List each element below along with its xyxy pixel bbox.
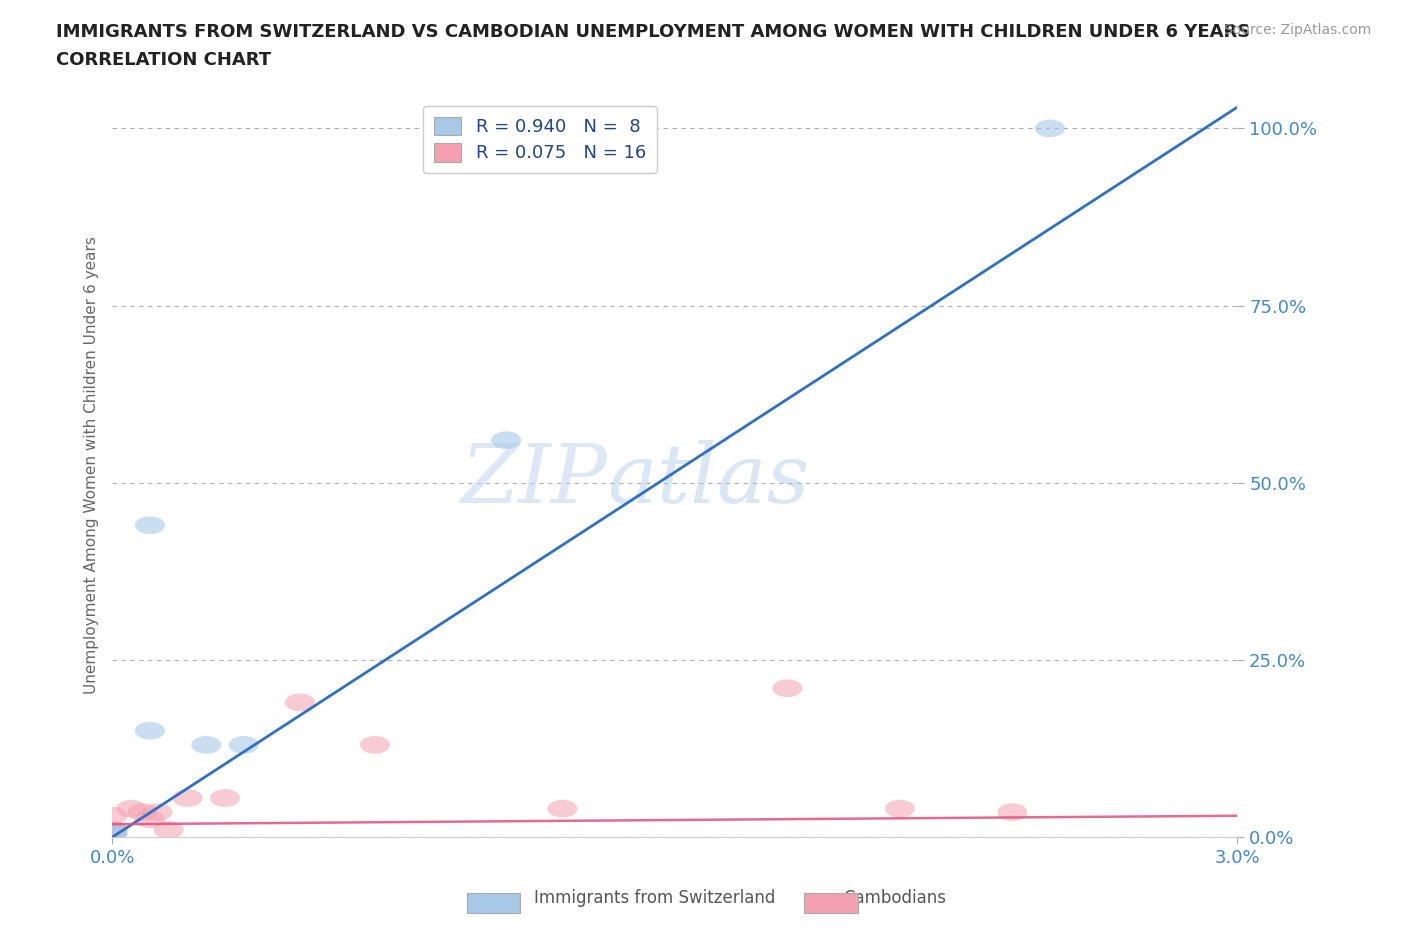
Ellipse shape: [97, 821, 128, 839]
Ellipse shape: [1035, 120, 1064, 138]
Ellipse shape: [547, 800, 578, 817]
Ellipse shape: [285, 694, 315, 711]
Text: ZIP: ZIP: [461, 440, 607, 520]
Ellipse shape: [135, 722, 165, 739]
Ellipse shape: [135, 516, 165, 534]
Ellipse shape: [97, 807, 128, 825]
Text: Immigrants from Switzerland: Immigrants from Switzerland: [534, 889, 776, 907]
Text: Cambodians: Cambodians: [844, 889, 946, 907]
Text: CORRELATION CHART: CORRELATION CHART: [56, 51, 271, 69]
Y-axis label: Unemployment Among Women with Children Under 6 years: Unemployment Among Women with Children U…: [83, 236, 98, 694]
Ellipse shape: [153, 821, 184, 839]
Ellipse shape: [997, 804, 1028, 821]
Ellipse shape: [142, 804, 173, 821]
Ellipse shape: [135, 810, 165, 828]
Ellipse shape: [884, 800, 915, 817]
Ellipse shape: [97, 825, 128, 843]
Ellipse shape: [360, 736, 389, 753]
Ellipse shape: [128, 804, 157, 821]
Legend: R = 0.940   N =  8, R = 0.075   N = 16: R = 0.940 N = 8, R = 0.075 N = 16: [423, 106, 657, 173]
Ellipse shape: [491, 432, 522, 449]
Ellipse shape: [191, 736, 221, 753]
Ellipse shape: [772, 679, 803, 698]
Ellipse shape: [173, 790, 202, 807]
Ellipse shape: [229, 736, 259, 753]
Text: atlas: atlas: [607, 440, 810, 520]
Ellipse shape: [209, 790, 240, 807]
Ellipse shape: [97, 825, 128, 843]
Text: IMMIGRANTS FROM SWITZERLAND VS CAMBODIAN UNEMPLOYMENT AMONG WOMEN WITH CHILDREN : IMMIGRANTS FROM SWITZERLAND VS CAMBODIAN…: [56, 23, 1250, 41]
Text: Source: ZipAtlas.com: Source: ZipAtlas.com: [1223, 23, 1371, 37]
Ellipse shape: [97, 821, 128, 839]
Ellipse shape: [117, 800, 146, 817]
